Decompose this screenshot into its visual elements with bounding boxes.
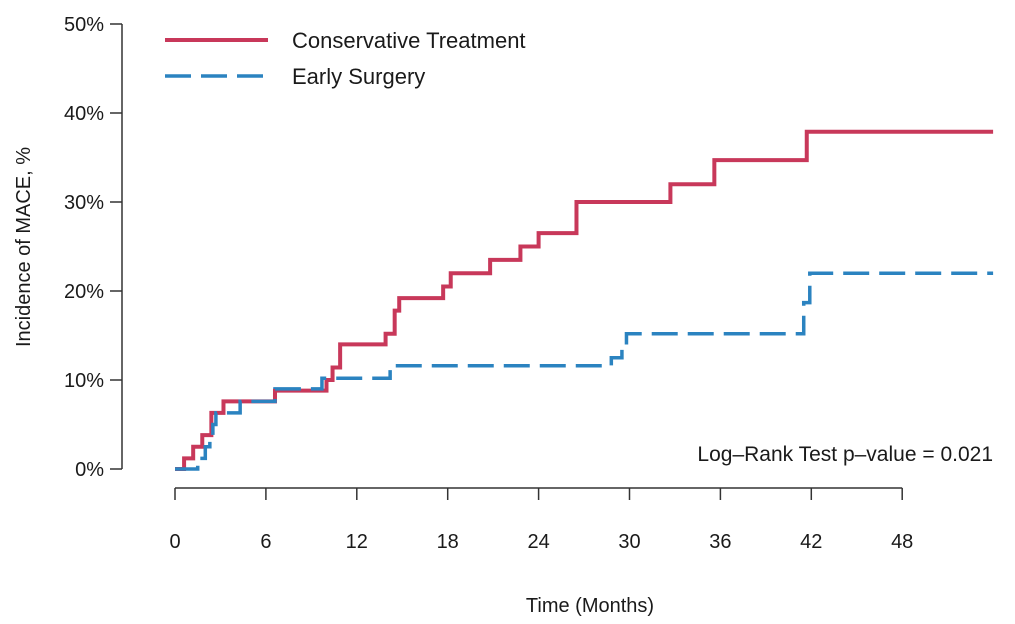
x-axis-title: Time (Months): [526, 595, 654, 617]
y-tick-label: 10%: [64, 370, 104, 392]
y-axis-title: Incidence of MACE, %: [13, 147, 35, 347]
x-tick-label: 0: [169, 531, 180, 553]
y-tick-label: 30%: [64, 192, 104, 214]
series-line-early-surgery: [175, 271, 994, 471]
x-tick-label: 24: [527, 531, 549, 553]
y-tick-label: 50%: [64, 14, 104, 36]
x-tick-label: 6: [260, 531, 271, 553]
legend-label-early-surgery: Early Surgery: [292, 64, 425, 89]
y-tick-label: 40%: [64, 103, 104, 125]
axes: 0% 10% 20% 30% 40% 50% 0 6 12 18 24 30 36 42 48: [64, 14, 913, 553]
legend-label-conservative-treatment: Conservative Treatment: [292, 28, 526, 53]
y-tick-label: 0%: [75, 459, 104, 481]
y-tick-label: 20%: [64, 281, 104, 303]
legend: Conservative Treatment Early Surgery: [165, 28, 526, 89]
x-tick-label: 36: [709, 531, 731, 553]
x-tick-label: 30: [618, 531, 640, 553]
series-layer: [175, 129, 994, 471]
x-tick-label: 48: [891, 531, 913, 553]
log-rank-annotation: Log–Rank Test p–value = 0.021: [697, 443, 993, 466]
x-tick-label: 18: [437, 531, 459, 553]
x-tick-label: 12: [346, 531, 368, 553]
x-tick-label: 42: [800, 531, 822, 553]
series-line-conservative-treatment: [175, 129, 994, 471]
